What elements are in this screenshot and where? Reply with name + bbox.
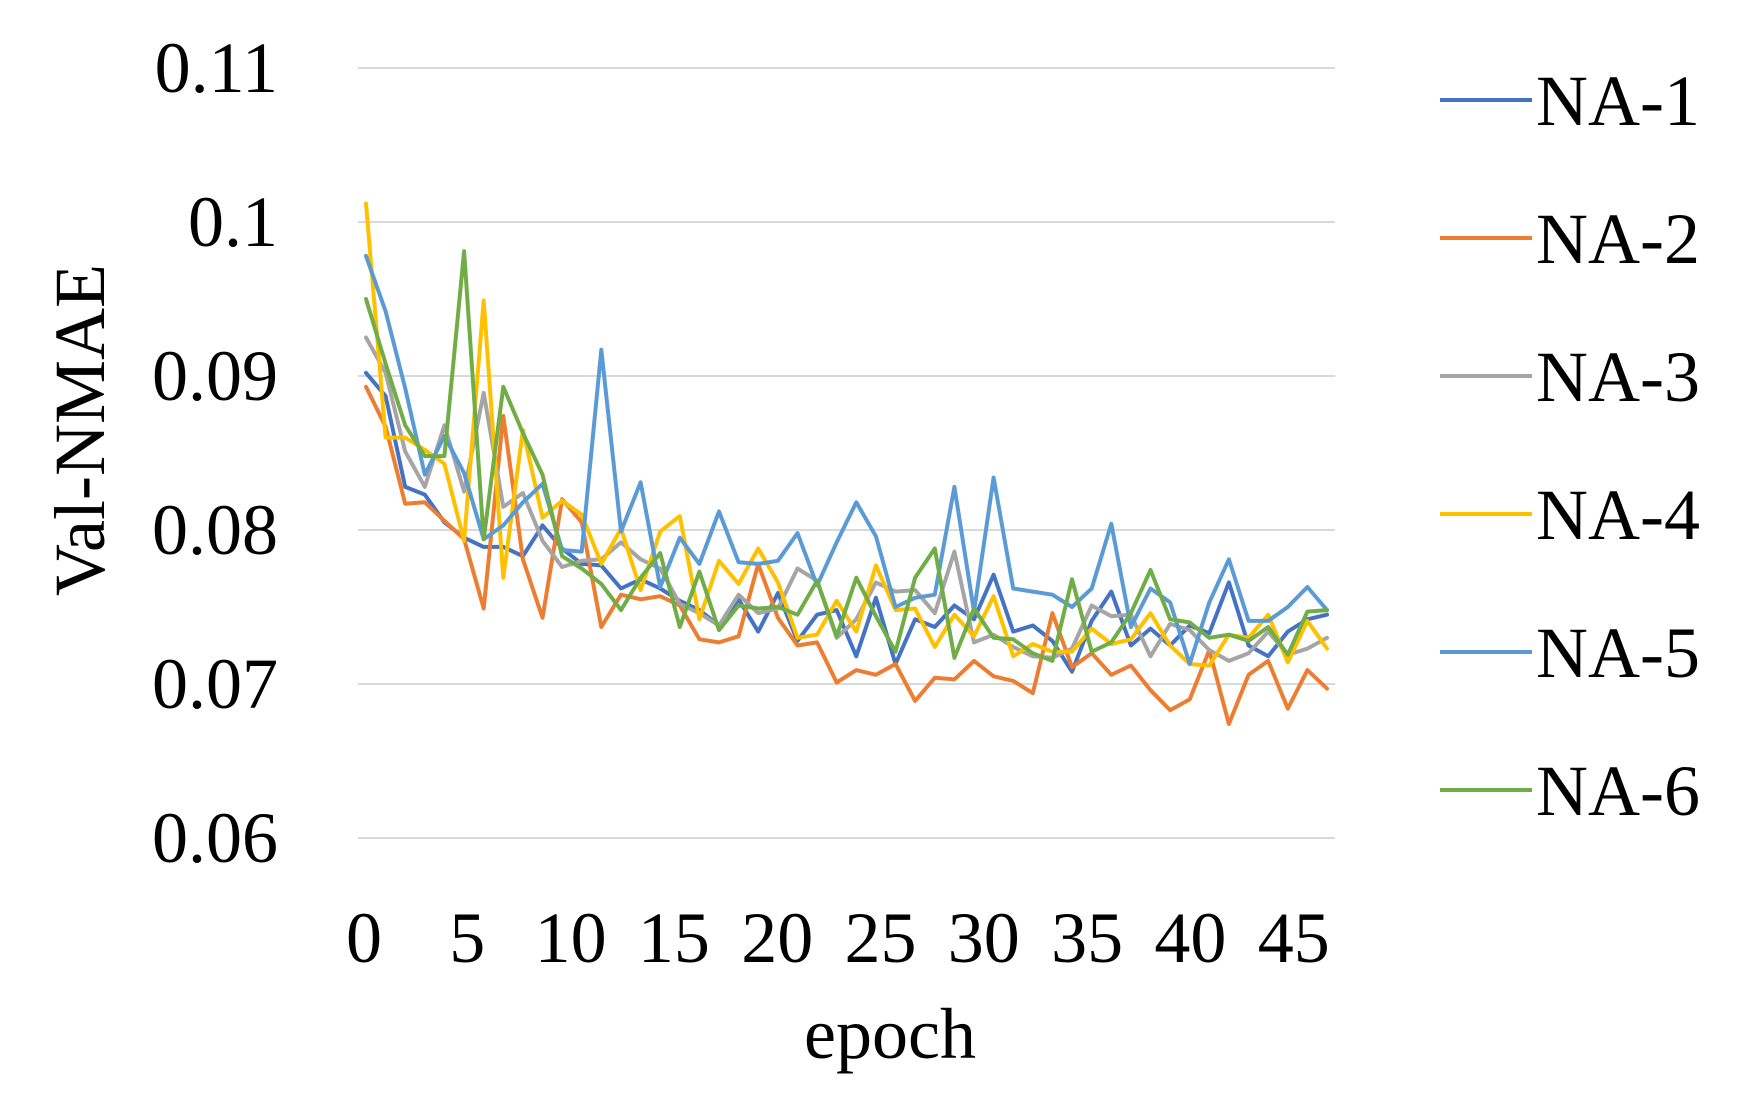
legend-label: NA-5 [1536, 613, 1700, 693]
gridlines [358, 67, 1335, 839]
y-axis-title: Val-NMAE [40, 264, 120, 596]
series-line-na-4 [364, 201, 1329, 668]
legend: NA-1 NA-2 NA-3 NA-4 NA-5 NA-6 [1440, 61, 1700, 831]
legend-label: NA-6 [1536, 751, 1700, 831]
x-tick-label: 35 [1051, 898, 1123, 978]
y-tick-label: 0.1 [188, 182, 278, 262]
x-tick-label: 15 [638, 898, 710, 978]
x-tick-label: 5 [449, 898, 485, 978]
x-axis-title: epoch [804, 994, 976, 1074]
series-line-na-5 [364, 253, 1329, 666]
y-tick-label: 0.06 [152, 798, 278, 878]
x-tick-label: 40 [1154, 898, 1226, 978]
legend-label: NA-2 [1536, 199, 1700, 279]
y-tick-label: 0.08 [152, 490, 278, 570]
y-tick-label: 0.09 [152, 336, 278, 416]
x-tick-label: 20 [741, 898, 813, 978]
legend-label: NA-4 [1536, 475, 1700, 555]
x-axis-ticks: 0 5 10 15 20 25 30 35 40 45 [346, 898, 1330, 978]
y-tick-label: 0.07 [152, 644, 278, 724]
x-tick-label: 30 [948, 898, 1020, 978]
y-tick-label: 0.11 [155, 28, 278, 108]
x-tick-label: 45 [1258, 898, 1330, 978]
x-tick-label: 10 [535, 898, 607, 978]
x-tick-label: 0 [346, 898, 382, 978]
y-axis-ticks: 0.06 0.07 0.08 0.09 0.1 0.11 [152, 28, 278, 878]
legend-label: NA-1 [1536, 61, 1700, 141]
series-line-na-2 [364, 384, 1329, 726]
series-line-na-6 [364, 249, 1329, 663]
x-tick-label: 25 [845, 898, 917, 978]
series-lines [364, 201, 1329, 726]
legend-label: NA-3 [1536, 337, 1700, 417]
